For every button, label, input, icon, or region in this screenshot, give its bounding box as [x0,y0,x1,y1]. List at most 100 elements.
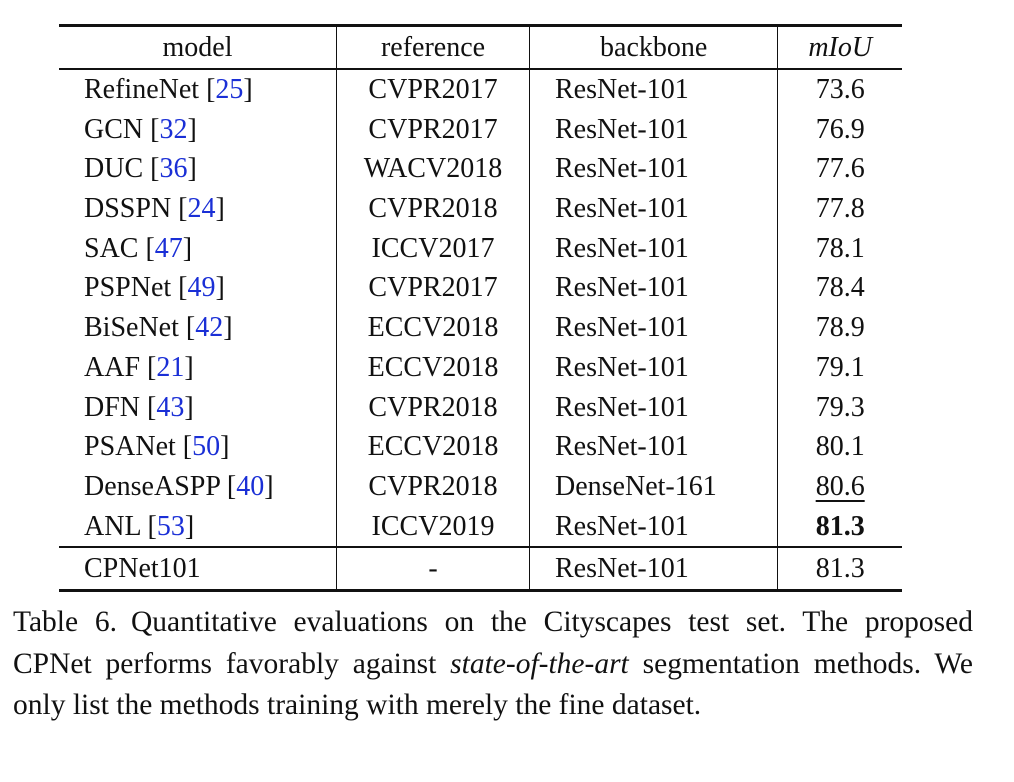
backbone-cell: DenseNet-161 [529,466,779,507]
backbone-cell: ResNet-101 [529,387,779,428]
miou-cell: 80.6 [778,467,902,507]
miou-value: 80.1 [815,431,865,463]
table-caption: Table 6. Quantitative evaluations on the … [13,602,973,727]
model-cell: DenseASPP [40] [59,466,337,507]
miou-value: 81.3 [815,510,865,542]
miou-cell: 78.9 [778,308,902,348]
miou-cell: 80.1 [778,427,902,467]
miou-cell: 77.6 [778,149,902,189]
table-row: DUC [36] WACV2018 ResNet-101 77.6 [59,149,902,190]
caption-label: Table 6. [13,606,117,638]
results-table: model reference backbone mIoU RefineNet … [59,24,902,592]
backbone-cell: ResNet-101 [529,547,779,591]
model-cell: PSANet [50] [59,427,337,467]
model-name: ANL [84,510,141,542]
citation-link[interactable]: 49 [187,272,216,304]
citation-link[interactable]: 32 [159,113,188,145]
reference-cell: WACV2018 [336,149,530,190]
table-row: PSPNet [49] CVPR2017 ResNet-101 78.4 [59,268,902,309]
miou-value: 77.8 [815,193,865,225]
citation-link[interactable]: 43 [156,391,185,423]
model-cell: ANL [53] [59,506,337,548]
table-row: SAC [47] ICCV2017 ResNet-101 78.1 [59,228,902,269]
model-name: DenseASPP [84,470,220,502]
model-cell: DFN [43] [59,387,337,428]
citation-link[interactable]: 25 [215,74,244,106]
results-table-container: model reference backbone mIoU RefineNet … [59,24,902,592]
miou-cell: 79.3 [778,388,902,428]
reference-cell: CVPR2017 [336,69,530,110]
model-name: DFN [84,391,141,423]
citation-link[interactable]: 53 [156,510,185,542]
citation-link[interactable]: 42 [195,312,224,344]
table-row-ours: CPNet101 - ResNet-101 81.3 [59,547,902,591]
table-row: GCN [32] CVPR2017 ResNet-101 76.9 [59,109,902,150]
table-body: RefineNet [25] CVPR2017 ResNet-101 73.6 GCN … [59,69,902,548]
caption-text-before: Quantitative evaluations on the Cityscap… [13,606,974,680]
model-name: BiSeNet [84,312,179,344]
table-row: AAF [21] ECCV2018 ResNet-101 79.1 [59,347,902,388]
model-cell: RefineNet [25] [59,69,337,110]
header-miou: mIoU [808,31,873,63]
backbone-cell: ResNet-101 [529,109,779,150]
table-row: ANL [53] ICCV2019 ResNet-101 81.3 [59,506,902,548]
miou-value: 73.6 [815,74,865,106]
reference-cell: CVPR2017 [336,109,530,150]
miou-cell: 76.9 [778,110,902,150]
reference-cell: CVPR2018 [336,387,530,428]
citation-link[interactable]: 50 [192,431,221,463]
model-name: DUC [84,153,144,185]
reference-cell: CVPR2018 [336,189,530,229]
miou-value: 78.4 [815,272,865,304]
backbone-cell: ResNet-101 [529,69,779,110]
model-name: PSANet [84,431,176,463]
citation-link[interactable]: 47 [154,232,183,264]
miou-value: 80.6 [815,470,865,502]
reference-cell: ECCV2018 [336,308,530,348]
miou-cell: 81.3 [815,552,865,584]
model-cell: CPNet101 [59,547,337,591]
citation-link[interactable]: 21 [156,351,185,383]
backbone-cell: ResNet-101 [529,149,779,190]
table-header-row: model reference backbone mIoU [59,25,902,69]
miou-cell: 79.1 [778,348,902,388]
table-row: RefineNet [25] CVPR2017 ResNet-101 73.6 [59,69,902,110]
model-name: RefineNet [84,74,200,106]
miou-value: 78.9 [815,312,865,344]
model-name: SAC [84,232,139,264]
model-cell: GCN [32] [59,109,337,150]
miou-value: 79.3 [815,391,865,423]
model-cell: DUC [36] [59,149,337,190]
table-row: DenseASPP [40] CVPR2018 DenseNet-161 80.6 [59,466,902,507]
miou-cell: 77.8 [778,189,902,229]
reference-cell: ICCV2017 [336,228,530,269]
header-reference: reference [336,25,530,69]
backbone-cell: ResNet-101 [529,347,779,388]
model-name: AAF [84,351,141,383]
citation-link[interactable]: 24 [187,193,216,225]
miou-value: 78.1 [815,232,865,264]
reference-cell: ICCV2019 [336,506,530,548]
model-name: DSSPN [84,193,172,225]
table-row: DSSPN [24] CVPR2018 ResNet-101 77.8 [59,189,902,229]
model-name: GCN [84,113,144,145]
header-model: model [59,25,337,69]
miou-cell: 78.1 [778,229,902,269]
backbone-cell: ResNet-101 [529,268,779,309]
citation-link[interactable]: 40 [236,470,265,502]
model-cell: PSPNet [49] [59,268,337,309]
miou-value: 77.6 [815,153,865,185]
caption-text-after: segmentation methods. We only list the m… [13,647,973,722]
miou-cell: 78.4 [778,268,902,308]
table-body-ours: CPNet101 - ResNet-101 81.3 [59,547,902,591]
model-cell: SAC [47] [59,228,337,269]
miou-cell: 81.3 [778,507,902,548]
backbone-cell: ResNet-101 [529,506,779,548]
caption-italic: state-of-the-art [450,647,629,680]
model-cell: AAF [21] [59,347,337,388]
backbone-cell: ResNet-101 [529,189,779,229]
model-name: PSPNet [84,272,172,304]
citation-link[interactable]: 36 [159,153,188,185]
miou-value: 79.1 [815,351,865,383]
reference-cell: ECCV2018 [336,347,530,388]
